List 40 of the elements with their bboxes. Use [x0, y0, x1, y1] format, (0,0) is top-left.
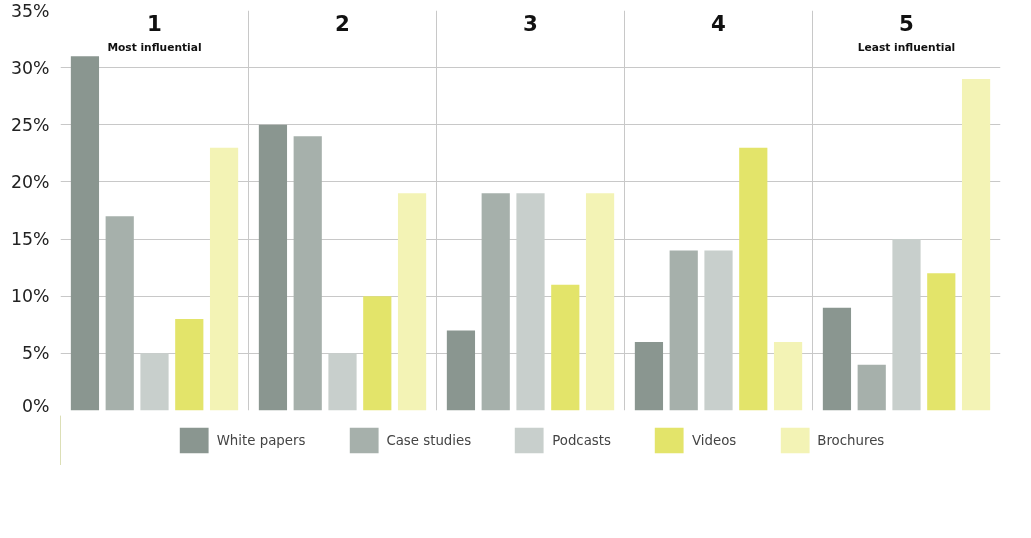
- bar: [585, 193, 615, 411]
- bar: [258, 124, 288, 411]
- y-tick-label: 25%: [10, 114, 50, 135]
- bar: [70, 56, 100, 411]
- y-tick-label: 35%: [10, 0, 50, 21]
- bar: [175, 319, 204, 411]
- x-tick-label: 2: [335, 10, 350, 36]
- bar: [822, 307, 852, 411]
- legend-label: Videos: [691, 432, 737, 448]
- bar: [773, 341, 803, 411]
- bar: [739, 147, 768, 411]
- bar: [209, 147, 239, 411]
- legend-label: Case studies: [386, 432, 472, 448]
- bar: [961, 79, 991, 411]
- y-tick-label: 0%: [22, 395, 50, 416]
- bar: [857, 364, 886, 411]
- x-tick-label: 3: [523, 10, 538, 36]
- y-tick-label: 5%: [22, 343, 50, 364]
- annotation: Least influential: [857, 40, 956, 54]
- annotation: Most influential: [107, 40, 202, 54]
- bar: [551, 284, 580, 411]
- y-tick-label: 10%: [10, 286, 50, 307]
- x-tick-label: 1: [147, 10, 162, 36]
- x-tick-label: 4: [711, 10, 726, 36]
- bar: [363, 296, 392, 411]
- legend-label: Brochures: [817, 432, 885, 448]
- bar: [481, 193, 510, 411]
- x-tick-label: 5: [899, 10, 914, 36]
- bar: [446, 330, 476, 411]
- legend-label: White papers: [216, 432, 306, 448]
- y-tick-label: 20%: [10, 171, 50, 192]
- y-tick-label: 15%: [10, 229, 50, 250]
- y-tick-label: 30%: [10, 57, 50, 78]
- legend-label: Podcasts: [552, 432, 611, 448]
- bar: [105, 216, 134, 411]
- bar: [634, 341, 664, 411]
- bar: [927, 273, 956, 411]
- bar: [669, 250, 698, 411]
- bar: [293, 136, 322, 411]
- bar: [397, 193, 427, 411]
